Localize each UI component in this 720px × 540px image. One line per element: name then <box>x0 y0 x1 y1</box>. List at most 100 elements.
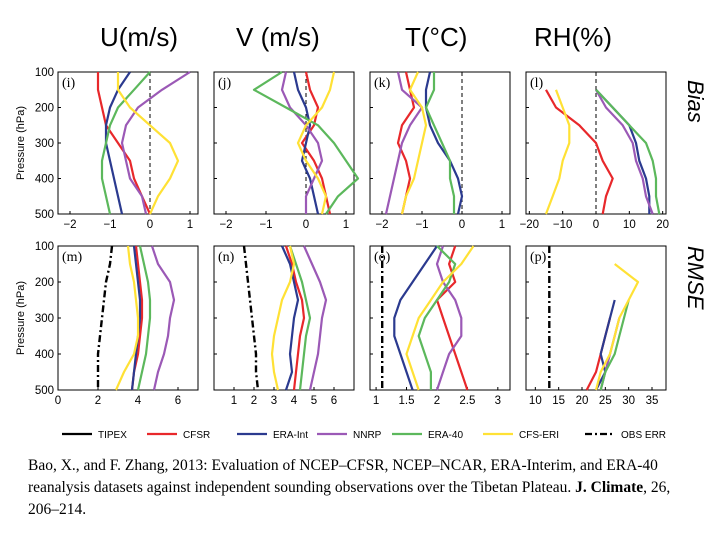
x-tick-label: 0 <box>459 219 465 231</box>
legend-label-obs-err: OBS ERR <box>621 430 666 441</box>
panel-frame <box>213 245 355 391</box>
caption-volume-pages: , 26, 206–214. <box>28 479 671 518</box>
panel-p: 10 15 20 25 30 35 (p) <box>525 245 667 407</box>
y-tick-label: 400 <box>35 174 54 186</box>
series-cfs-eri-line <box>405 245 475 391</box>
x-tick-label: −2 <box>375 219 388 231</box>
series-obs-err-line <box>242 245 260 391</box>
x-tick-label: 15 <box>552 395 565 407</box>
panel-frame <box>57 245 199 391</box>
x-tick-label: 3 <box>495 395 501 407</box>
series-nnrp-line <box>302 245 328 391</box>
x-tick-label: 25 <box>599 395 612 407</box>
x-tick-label: 1 <box>187 219 193 231</box>
series-cfs-eri-line <box>116 72 180 215</box>
series-cfsr-line <box>545 89 614 215</box>
series-nnrp-line <box>435 245 463 391</box>
y-tick-label: 200 <box>35 277 54 289</box>
y-tick-label: 400 <box>35 349 54 361</box>
legend-label-era-40: ERA-40 <box>428 430 463 441</box>
series-cfs-eri-line <box>114 245 140 391</box>
x-tick-label: 2 <box>434 395 440 407</box>
series-era-int-line <box>130 245 142 391</box>
series-era-int-line <box>393 245 438 391</box>
series-nnrp-line <box>280 71 324 214</box>
x-tick-label: 1 <box>373 395 379 407</box>
x-tick-label: 10 <box>623 219 636 231</box>
x-tick-label: 1 <box>343 219 349 231</box>
series-era-int-line <box>595 89 651 214</box>
x-tick-label: 2 <box>251 395 257 407</box>
series-obs-err-line <box>96 245 114 390</box>
x-tick-label: −1 <box>103 219 116 231</box>
panel-label: (k) <box>374 76 391 91</box>
x-tick-label: 2.5 <box>459 395 475 407</box>
column-title-rh: RH(%) <box>534 22 612 52</box>
series-cfs-eri-line <box>296 71 336 215</box>
y-axis-label: Pressure (hPa) <box>15 106 27 180</box>
x-tick-label: 20 <box>576 395 589 407</box>
y-tick-label: 100 <box>35 241 54 253</box>
column-title-t: T(°C) <box>405 22 468 52</box>
x-tick-label: 4 <box>135 395 142 407</box>
y-tick-label: 200 <box>35 103 54 115</box>
x-tick-label: 5 <box>311 395 317 407</box>
panel-label: (p) <box>530 250 547 265</box>
legend-label-era-int: ERA-Int <box>273 430 308 441</box>
x-tick-label: −1 <box>259 219 272 231</box>
x-tick-label: 1.5 <box>399 395 415 407</box>
series-era-40-line <box>595 89 661 215</box>
panel-i: 100 200 300 400 500 −2 −1 0 1 Pressure (hPa) (i) <box>15 67 199 231</box>
series-cfsr-line <box>396 71 416 215</box>
legend-label-cfsr: CFSR <box>183 430 210 441</box>
x-tick-label: 30 <box>622 395 635 407</box>
series-cfsr-line <box>96 72 152 215</box>
panel-label: (j) <box>218 76 232 91</box>
column-title-v: V (m/s) <box>236 22 320 52</box>
series-cfs-eri-line <box>270 245 296 391</box>
x-tick-label: −10 <box>553 219 573 231</box>
series-era-40-line <box>417 245 457 390</box>
legend-label-nnrp: NNRP <box>353 430 382 441</box>
legend-label-cfs-eri: CFS-ERI <box>519 430 559 441</box>
column-title-u: U(m/s) <box>100 22 178 52</box>
x-tick-label: 2 <box>95 395 101 407</box>
x-tick-label: 1 <box>231 395 237 407</box>
series-era-40-line <box>252 71 360 215</box>
x-tick-label: 35 <box>646 395 659 407</box>
caption-authors: Bao, X., and F. Zhang, 2013: Evaluation … <box>28 457 658 496</box>
legend: TIPEX CFSR ERA-Int NNRP ERA-40 CFS-ERI OBS ERR <box>62 430 666 441</box>
panel-label: (n) <box>218 250 235 265</box>
panel-label: (m) <box>62 250 83 265</box>
x-tick-label: 3 <box>271 395 277 407</box>
series-cfsr-line <box>300 71 332 215</box>
series-nnrp-line <box>384 71 424 215</box>
x-tick-label: 0 <box>147 219 153 231</box>
series-era-int-line <box>424 71 464 215</box>
series-cfs-eri-line <box>400 71 428 215</box>
series-era-40-line <box>136 245 152 391</box>
panel-frame <box>57 71 199 215</box>
panel-label: (l) <box>530 76 544 91</box>
panel-label: (o) <box>374 250 391 265</box>
caption-journal: J. Climate <box>575 479 644 496</box>
legend-label-tipex: TIPEX <box>98 430 127 441</box>
series-cfs-eri-line <box>544 89 571 215</box>
x-tick-label: 0 <box>593 219 599 231</box>
series-era-int-line <box>280 245 300 391</box>
x-tick-label: 10 <box>529 395 542 407</box>
panel-n: 1 2 3 4 5 6 (n) <box>213 245 355 407</box>
series-nnrp-line <box>150 245 176 391</box>
x-tick-label: 0 <box>303 219 309 231</box>
x-tick-label: 6 <box>175 395 181 407</box>
panel-j: −2 −1 0 1 (j) <box>213 71 360 231</box>
series-era-40-line <box>424 72 456 214</box>
x-tick-label: 20 <box>656 219 669 231</box>
panel-k: −2 −1 0 1 (k) <box>369 71 511 231</box>
y-axis-label: Pressure (hPa) <box>15 281 27 355</box>
x-tick-label: 1 <box>499 219 505 231</box>
series-nnrp-line <box>120 71 191 215</box>
panel-frame <box>369 245 511 391</box>
